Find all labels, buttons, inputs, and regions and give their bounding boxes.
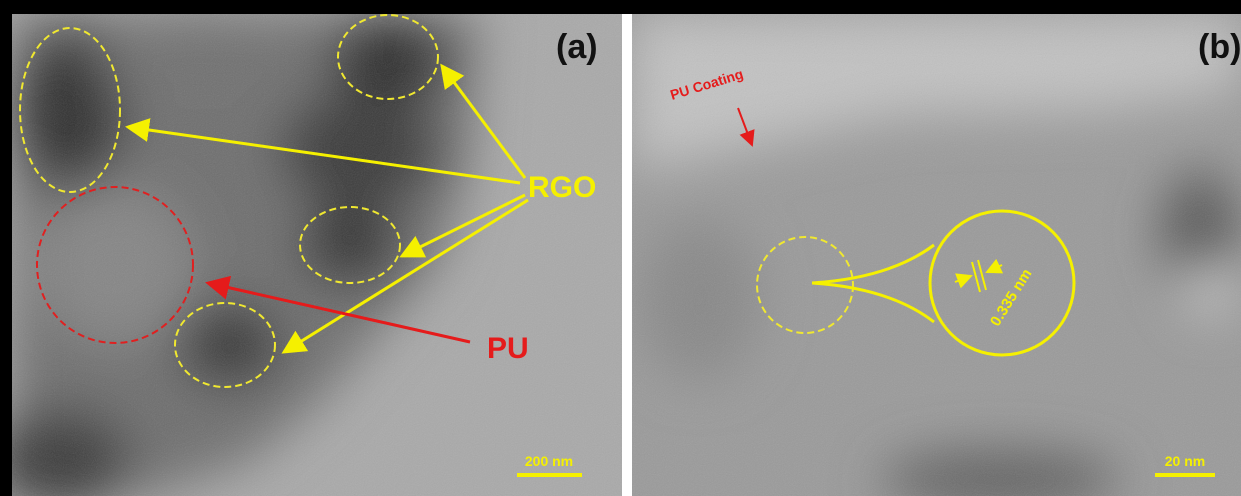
panel-label: (a): [556, 28, 598, 66]
rgo-label: RGO: [528, 171, 596, 204]
scale-bar-label: 200 nm: [525, 453, 573, 469]
panel-label: (b): [1198, 28, 1241, 66]
panel-a: RGO PU (a) 200 nm: [0, 10, 622, 496]
scale-bar-label: 20 nm: [1165, 453, 1205, 469]
panel-gap: [622, 14, 632, 496]
pu-label: PU: [487, 332, 529, 365]
panel-b: 0.335 nm PU Coating (b) 20 nm: [632, 14, 1241, 496]
figure: RGO PU (a) 200 nm 0.335 nm PU Coatin: [0, 0, 1241, 496]
